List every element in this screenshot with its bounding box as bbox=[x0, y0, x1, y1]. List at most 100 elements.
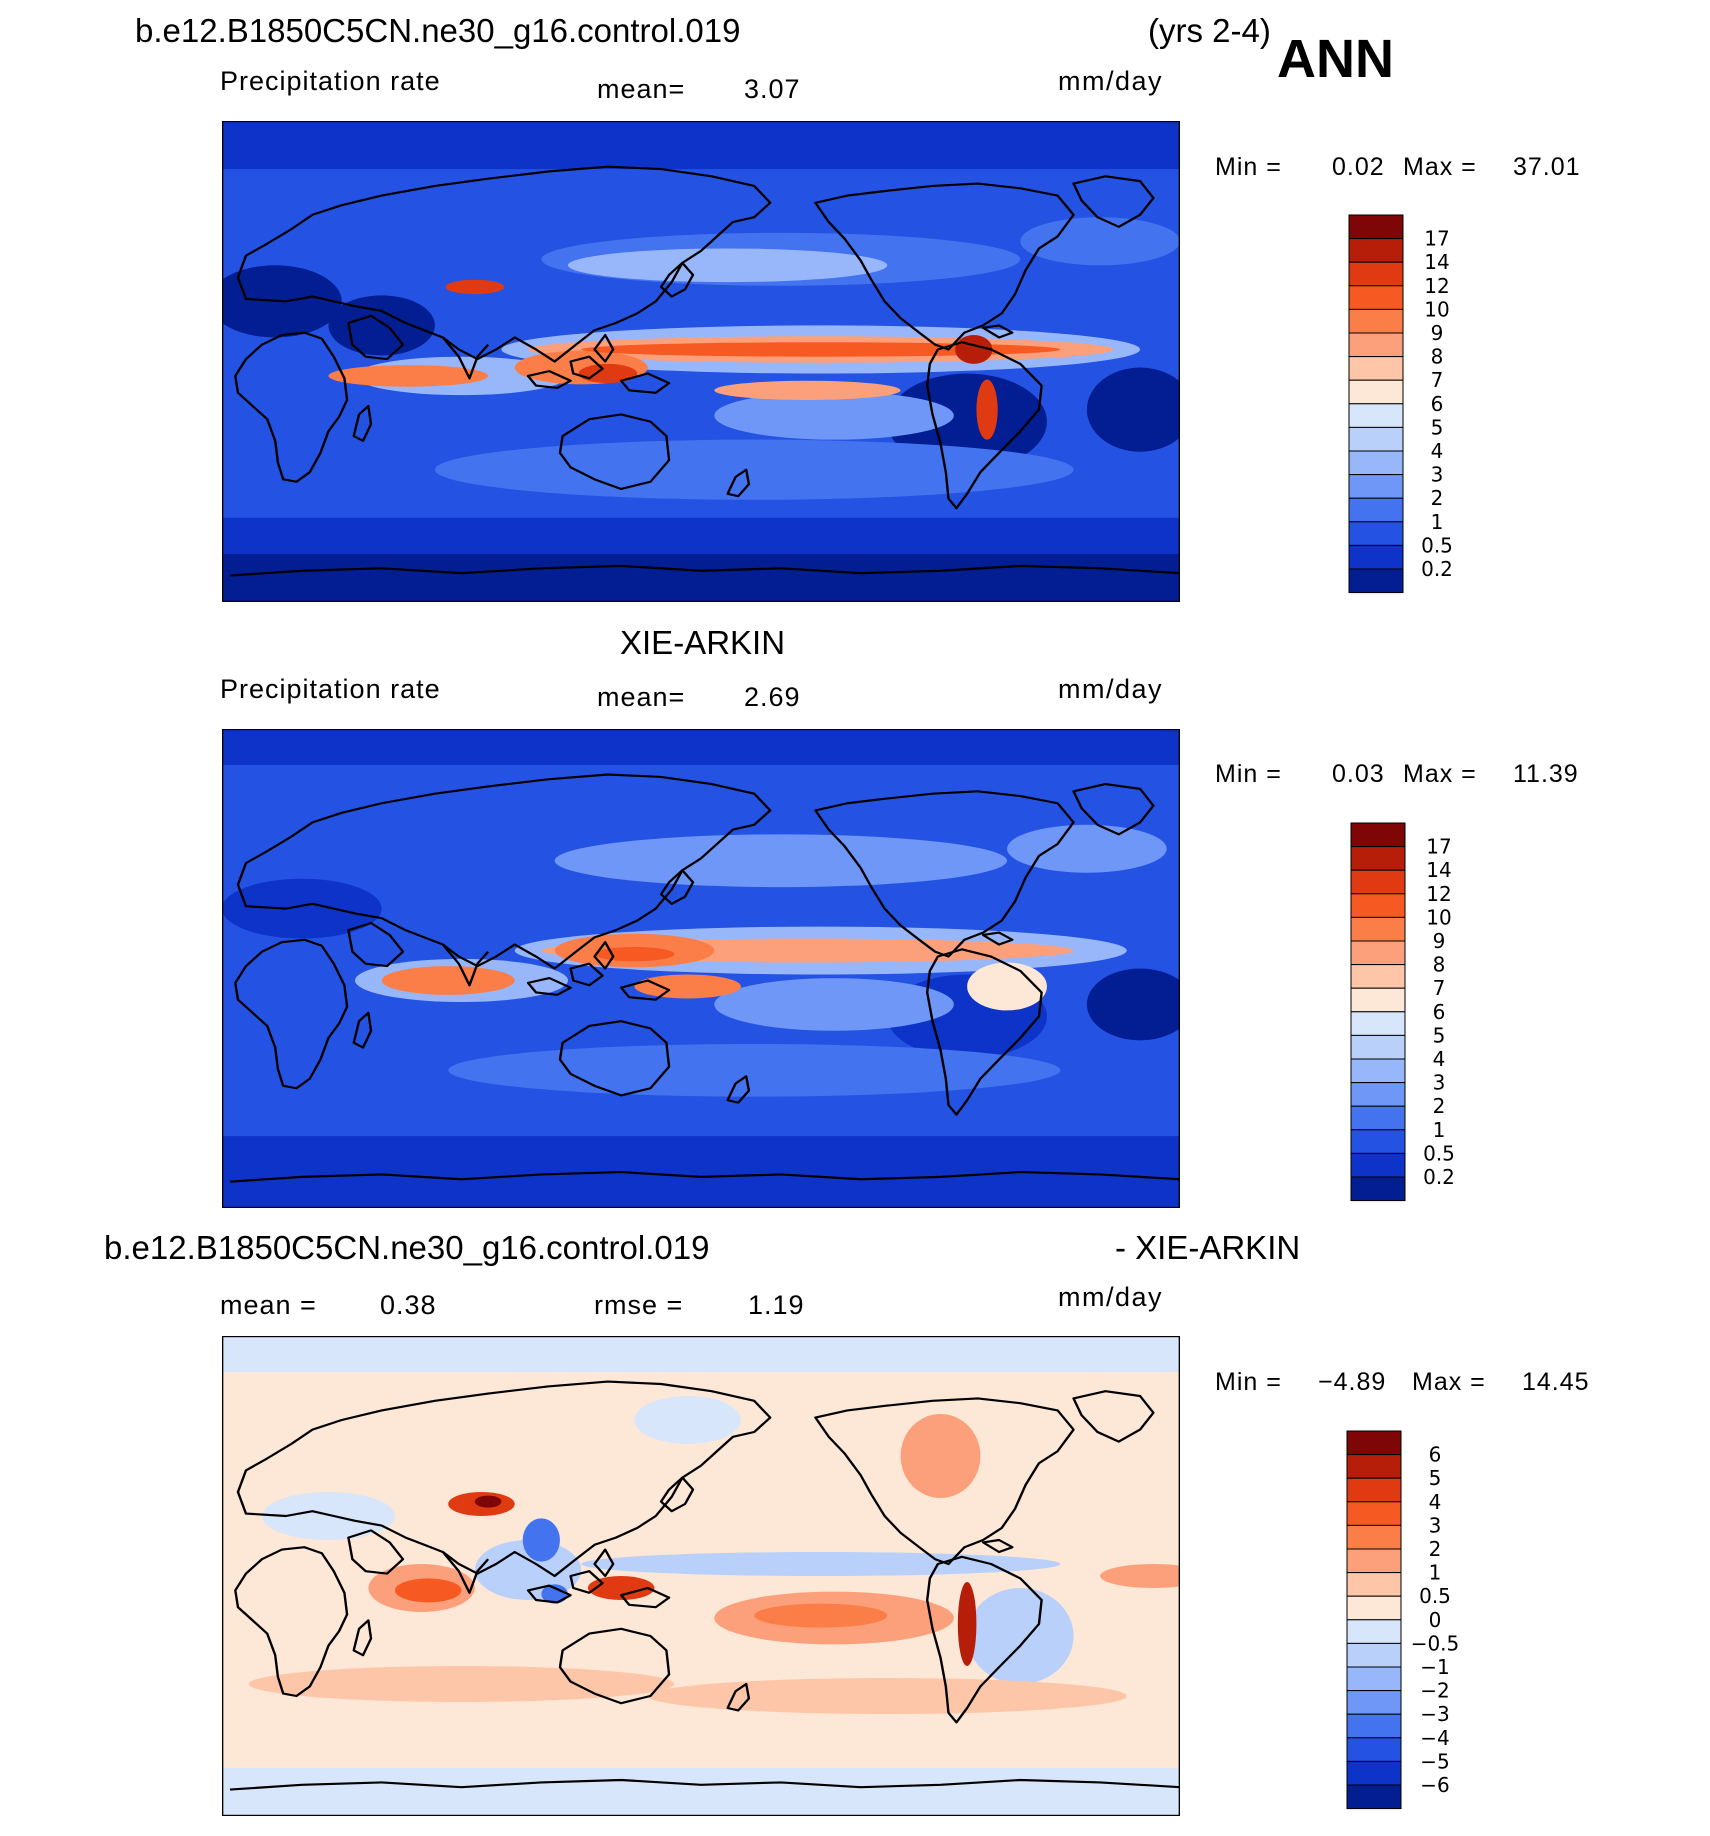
colorbar-label: −2 bbox=[1420, 1679, 1449, 1703]
years-label: (yrs 2-4) bbox=[1148, 12, 1271, 49]
colorbar-swatch bbox=[1350, 846, 1406, 871]
colorbar-swatch bbox=[1350, 893, 1406, 918]
colorbar-label: 2 bbox=[1431, 486, 1444, 510]
colorbar-label: 0.5 bbox=[1419, 1584, 1451, 1608]
panel1-precip-map bbox=[222, 121, 1180, 602]
panel3-title-right: - XIE-ARKIN bbox=[1115, 1229, 1301, 1266]
panel3-units: mm/day bbox=[1058, 1282, 1164, 1312]
panel1-min-value: 0.02 bbox=[1332, 153, 1385, 181]
colorbar-swatch bbox=[1346, 1713, 1402, 1739]
panel2-precip-map bbox=[222, 729, 1180, 1208]
colorbar-label: 5 bbox=[1433, 1023, 1446, 1047]
colorbar-label: 0 bbox=[1429, 1608, 1442, 1632]
colorbar-swatch bbox=[1348, 497, 1404, 523]
colorbar-label: 17 bbox=[1426, 835, 1451, 859]
colorbar-label: 1 bbox=[1429, 1561, 1442, 1585]
colorbar-swatch bbox=[1350, 1152, 1406, 1178]
colorbar-swatch bbox=[1350, 1105, 1406, 1131]
colorbar-label: 7 bbox=[1431, 368, 1444, 392]
panel1-units: mm/day bbox=[1058, 66, 1164, 96]
colorbar-label: 6 bbox=[1433, 1000, 1446, 1024]
colorbar-label: 12 bbox=[1424, 274, 1449, 298]
colorbar-swatch bbox=[1346, 1595, 1402, 1621]
colorbar-swatch bbox=[1346, 1454, 1402, 1479]
colorbar-swatch bbox=[1348, 238, 1404, 263]
panel3-title-left: b.e12.B1850C5CN.ne30_g16.control.019 bbox=[104, 1229, 710, 1266]
colorbar-swatch bbox=[1348, 474, 1404, 499]
colorbar-swatch bbox=[1350, 964, 1406, 989]
panel2-units: mm/day bbox=[1058, 674, 1164, 704]
panel3-mean-label: mean = bbox=[220, 1290, 317, 1320]
colorbar-swatch bbox=[1350, 1082, 1406, 1107]
panel2-variable: Precipitation rate bbox=[220, 674, 441, 704]
panel1-max-label: Max = bbox=[1403, 153, 1477, 181]
colorbar-label: 3 bbox=[1433, 1071, 1446, 1095]
colorbar-swatch bbox=[1346, 1666, 1402, 1692]
panel2-min-label: Min = bbox=[1215, 760, 1282, 788]
colorbar-swatch bbox=[1348, 332, 1404, 358]
colorbar-swatch bbox=[1346, 1784, 1402, 1810]
colorbar-label: 14 bbox=[1424, 250, 1449, 274]
colorbar-swatch bbox=[1346, 1548, 1402, 1574]
colorbar-label: −3 bbox=[1420, 1702, 1449, 1726]
colorbar-label: 7 bbox=[1433, 976, 1446, 1000]
colorbar-label: 3 bbox=[1431, 463, 1444, 487]
colorbar-label: 8 bbox=[1431, 345, 1444, 369]
panel2-mean-label: mean= bbox=[597, 682, 686, 712]
colorbar-label: 0.5 bbox=[1423, 1141, 1455, 1165]
colorbar-swatch bbox=[1346, 1477, 1402, 1503]
panel2-title: XIE-ARKIN bbox=[620, 624, 786, 661]
colorbar-swatch bbox=[1350, 940, 1406, 966]
colorbar-swatch bbox=[1350, 1034, 1406, 1060]
colorbar-swatch bbox=[1346, 1690, 1402, 1715]
colorbar-swatch bbox=[1348, 544, 1404, 570]
colorbar-swatch bbox=[1348, 426, 1404, 452]
colorbar-label: 1 bbox=[1431, 510, 1444, 534]
colorbar-swatch bbox=[1348, 379, 1404, 405]
panel3-rmse-value: 1.19 bbox=[748, 1290, 805, 1320]
colorbar-swatch bbox=[1350, 987, 1406, 1013]
panel2-max-label: Max = bbox=[1403, 760, 1477, 788]
colorbar-swatch bbox=[1346, 1737, 1402, 1762]
panel2-max-value: 11.39 bbox=[1513, 760, 1579, 788]
colorbar-label: 10 bbox=[1424, 297, 1449, 321]
colorbar-swatch bbox=[1346, 1760, 1402, 1786]
colorbar-label: 17 bbox=[1424, 227, 1449, 251]
colorbar-label: 4 bbox=[1431, 439, 1444, 463]
colorbar-swatch bbox=[1348, 356, 1404, 381]
colorbar-swatch bbox=[1350, 1176, 1406, 1202]
colorbar-swatch bbox=[1350, 1011, 1406, 1036]
colorbar-label: 14 bbox=[1426, 858, 1451, 882]
panel1-variable: Precipitation rate bbox=[220, 66, 441, 96]
colorbar-label: 6 bbox=[1429, 1443, 1442, 1467]
colorbar-label: 0.5 bbox=[1421, 533, 1453, 557]
colorbar-swatch bbox=[1350, 822, 1406, 848]
colorbar-label: −0.5 bbox=[1411, 1631, 1460, 1655]
panel2-min-value: 0.03 bbox=[1332, 760, 1385, 788]
colorbar-swatch bbox=[1348, 214, 1404, 240]
case-name-title: b.e12.B1850C5CN.ne30_g16.control.019 bbox=[135, 12, 741, 49]
panel3-rmse-label: rmse = bbox=[594, 1290, 684, 1320]
colorbar-label: −6 bbox=[1420, 1773, 1449, 1797]
panel1-max-value: 37.01 bbox=[1513, 153, 1581, 181]
panel3-difference-map bbox=[222, 1336, 1180, 1816]
colorbar-label: 2 bbox=[1429, 1537, 1442, 1561]
panel1-mean-value: 3.07 bbox=[744, 74, 801, 104]
panel3-max-value: 14.45 bbox=[1522, 1368, 1590, 1396]
panel3-min-value: −4.89 bbox=[1318, 1368, 1387, 1396]
colorbar-label: 9 bbox=[1433, 929, 1446, 953]
colorbar-label: 10 bbox=[1426, 905, 1451, 929]
colorbar-label: 2 bbox=[1433, 1094, 1446, 1118]
colorbar-label: 5 bbox=[1429, 1466, 1442, 1490]
panel1-mean-label: mean= bbox=[597, 74, 686, 104]
colorbar-swatch bbox=[1348, 403, 1404, 428]
colorbar-swatch bbox=[1348, 285, 1404, 310]
colorbar-swatch bbox=[1348, 521, 1404, 546]
colorbar-swatch bbox=[1346, 1430, 1402, 1456]
colorbar-swatch bbox=[1350, 869, 1406, 895]
colorbar-swatch bbox=[1348, 450, 1404, 476]
panel3-max-label: Max = bbox=[1412, 1368, 1486, 1396]
